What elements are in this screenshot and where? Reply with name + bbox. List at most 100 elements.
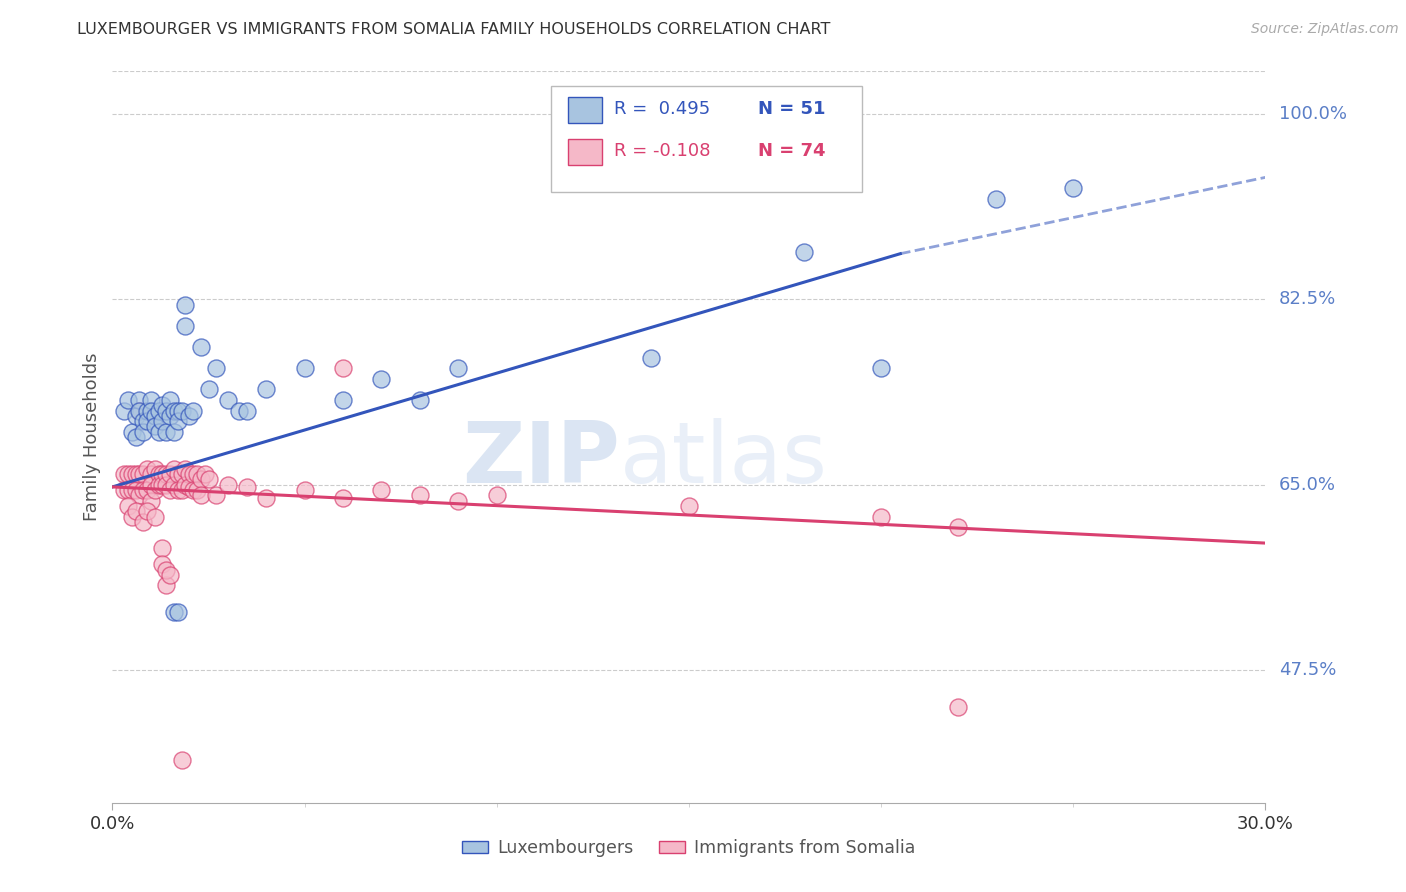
Point: [174, 462, 197, 476]
Point: [152, 467, 174, 482]
Point: [447, 361, 470, 376]
Point: [136, 414, 159, 428]
Point: [181, 403, 204, 417]
Point: [166, 403, 188, 417]
Point: [236, 480, 259, 494]
Point: [163, 605, 186, 619]
Point: [294, 483, 316, 497]
Point: [112, 483, 135, 497]
Point: [163, 477, 186, 491]
Point: [139, 467, 162, 482]
Point: [409, 392, 432, 407]
Point: [128, 403, 150, 417]
Point: [124, 430, 146, 444]
Point: [217, 392, 239, 407]
Point: [152, 541, 174, 556]
Bar: [568, 138, 603, 165]
Point: [174, 477, 197, 491]
Point: [170, 403, 193, 417]
Point: [112, 403, 135, 417]
Point: [254, 491, 277, 505]
Point: [190, 340, 212, 354]
Point: [152, 558, 174, 572]
Text: N = 74: N = 74: [758, 142, 825, 160]
Text: Source: ZipAtlas.com: Source: ZipAtlas.com: [1251, 22, 1399, 37]
Point: [132, 425, 155, 439]
Point: [166, 483, 188, 497]
Point: [174, 297, 197, 311]
Point: [179, 467, 201, 482]
Text: R = -0.108: R = -0.108: [614, 142, 710, 160]
Point: [228, 403, 250, 417]
Point: [179, 409, 201, 423]
Point: [112, 467, 135, 482]
Point: [136, 483, 159, 497]
Point: [132, 515, 155, 529]
Point: [194, 467, 217, 482]
Point: [166, 605, 188, 619]
Point: [793, 244, 815, 259]
Point: [370, 372, 392, 386]
Point: [143, 462, 166, 476]
FancyBboxPatch shape: [551, 86, 862, 192]
Point: [139, 477, 162, 491]
Point: [124, 504, 146, 518]
Point: [170, 467, 193, 482]
Text: R =  0.495: R = 0.495: [614, 101, 710, 119]
Text: 82.5%: 82.5%: [1279, 290, 1337, 309]
Point: [485, 488, 508, 502]
Point: [370, 483, 392, 497]
Text: 100.0%: 100.0%: [1279, 104, 1347, 123]
Point: [170, 483, 193, 497]
Point: [946, 700, 969, 714]
Point: [148, 425, 170, 439]
Point: [197, 473, 219, 487]
Text: 47.5%: 47.5%: [1279, 661, 1337, 680]
Point: [143, 419, 166, 434]
Point: [128, 467, 150, 482]
Point: [946, 520, 969, 534]
Point: [186, 467, 208, 482]
Point: [254, 383, 277, 397]
Point: [132, 467, 155, 482]
Point: [155, 403, 177, 417]
Legend: Luxembourgers, Immigrants from Somalia: Luxembourgers, Immigrants from Somalia: [456, 831, 922, 863]
Text: LUXEMBOURGER VS IMMIGRANTS FROM SOMALIA FAMILY HOUSEHOLDS CORRELATION CHART: LUXEMBOURGER VS IMMIGRANTS FROM SOMALIA …: [77, 22, 831, 37]
Point: [409, 488, 432, 502]
Point: [1062, 181, 1084, 195]
Point: [181, 467, 204, 482]
Point: [143, 483, 166, 497]
Point: [124, 483, 146, 497]
Point: [163, 403, 186, 417]
Point: [132, 483, 155, 497]
Point: [174, 318, 197, 333]
Point: [124, 467, 146, 482]
Point: [155, 467, 177, 482]
Text: 65.0%: 65.0%: [1279, 475, 1336, 494]
Point: [139, 392, 162, 407]
Point: [166, 467, 188, 482]
Point: [143, 509, 166, 524]
Point: [205, 488, 228, 502]
Point: [170, 753, 193, 767]
Point: [136, 403, 159, 417]
Point: [124, 409, 146, 423]
Point: [148, 467, 170, 482]
Point: [986, 192, 1008, 206]
Point: [159, 392, 181, 407]
Point: [152, 477, 174, 491]
Point: [121, 509, 143, 524]
Point: [148, 403, 170, 417]
Point: [332, 491, 354, 505]
Point: [332, 392, 354, 407]
Point: [128, 392, 150, 407]
Point: [159, 409, 181, 423]
Point: [447, 493, 470, 508]
Bar: [568, 97, 603, 123]
Point: [121, 467, 143, 482]
Point: [128, 488, 150, 502]
Point: [236, 403, 259, 417]
Point: [190, 473, 212, 487]
Point: [678, 499, 700, 513]
Point: [148, 477, 170, 491]
